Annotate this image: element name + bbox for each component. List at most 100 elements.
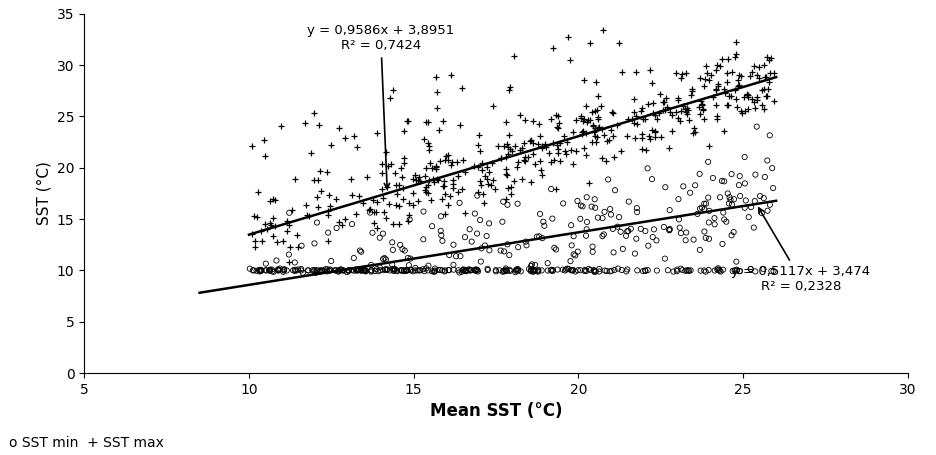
Point <box>547 244 562 252</box>
Point <box>543 267 558 274</box>
Point <box>482 168 497 176</box>
Point <box>540 259 555 267</box>
Point <box>396 184 411 191</box>
Point <box>599 268 614 275</box>
Point <box>247 238 262 245</box>
Point <box>578 102 593 110</box>
Point <box>368 267 383 274</box>
Point <box>560 265 575 272</box>
Point <box>513 112 528 119</box>
Point <box>640 165 655 172</box>
Point <box>573 267 588 274</box>
Point <box>310 219 325 226</box>
Point <box>724 201 739 208</box>
Point <box>344 267 359 274</box>
Point <box>748 268 763 275</box>
Point <box>591 115 606 122</box>
Point <box>550 146 565 153</box>
Point <box>657 99 672 106</box>
Point <box>681 117 696 124</box>
Point <box>262 197 277 205</box>
Point <box>313 168 328 175</box>
Point <box>412 267 427 274</box>
Point <box>765 164 780 172</box>
Point <box>338 216 353 223</box>
Point <box>693 246 708 253</box>
Point <box>759 92 774 99</box>
Point <box>606 153 621 161</box>
Point <box>358 267 373 274</box>
Point <box>611 40 626 47</box>
Point <box>591 125 606 132</box>
Point <box>393 267 408 274</box>
Point <box>264 221 279 228</box>
Point <box>578 268 592 275</box>
Point <box>671 216 686 223</box>
Point <box>585 243 600 250</box>
Point <box>673 265 688 272</box>
Point <box>594 125 609 132</box>
Point <box>470 192 485 199</box>
Point <box>386 246 401 253</box>
Point <box>378 148 393 156</box>
Point <box>577 116 592 123</box>
Point <box>346 267 361 274</box>
Point <box>733 268 748 275</box>
Point <box>492 267 507 274</box>
Point <box>647 128 662 135</box>
Point <box>432 266 447 273</box>
Point <box>695 101 709 109</box>
Point <box>395 196 410 203</box>
Point <box>265 268 280 275</box>
Point <box>712 267 727 274</box>
Point <box>709 112 724 119</box>
Point <box>322 191 337 198</box>
Point <box>730 103 745 111</box>
Point <box>588 124 603 131</box>
Point <box>471 142 486 149</box>
Point <box>322 267 337 274</box>
Point <box>550 125 565 132</box>
Point <box>658 106 673 114</box>
Point <box>311 203 326 210</box>
Point <box>321 229 336 236</box>
Point <box>365 196 380 203</box>
Point <box>369 208 384 216</box>
Point <box>405 190 420 197</box>
Point <box>546 45 561 52</box>
Point <box>351 266 366 273</box>
Point <box>581 265 596 273</box>
Point <box>323 267 338 274</box>
Point <box>454 85 469 92</box>
Point <box>701 235 716 243</box>
Point <box>305 267 320 274</box>
Point <box>275 238 290 245</box>
Point <box>762 56 777 64</box>
Point <box>582 116 597 123</box>
Point <box>272 265 287 272</box>
Point <box>568 116 583 124</box>
Point <box>524 136 539 143</box>
Point <box>400 117 415 124</box>
Point <box>624 116 639 123</box>
Point <box>630 267 645 274</box>
Point <box>648 133 663 141</box>
Point <box>244 231 259 238</box>
Point <box>420 190 435 197</box>
Point <box>762 69 777 76</box>
Point <box>459 268 474 275</box>
Point <box>370 198 385 205</box>
Point <box>575 203 590 210</box>
Point <box>592 265 607 273</box>
Point <box>434 195 449 202</box>
Point <box>405 175 420 182</box>
Point <box>364 261 379 268</box>
Point <box>399 267 414 274</box>
Point <box>365 229 380 237</box>
Point <box>747 197 762 205</box>
Point <box>276 267 291 274</box>
Point <box>294 265 309 273</box>
Point <box>321 207 336 215</box>
Point <box>589 139 604 146</box>
Point <box>712 194 727 201</box>
